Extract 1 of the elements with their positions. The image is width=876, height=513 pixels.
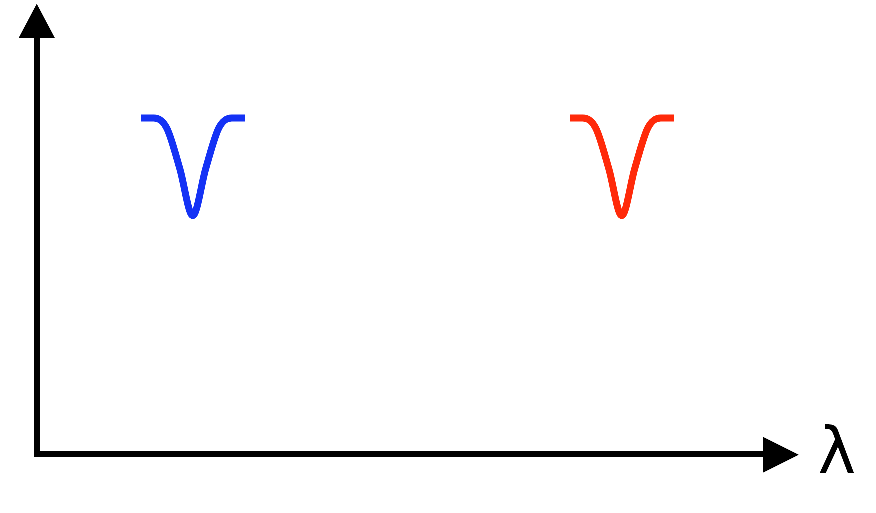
x-axis-title: λ <box>818 415 856 490</box>
